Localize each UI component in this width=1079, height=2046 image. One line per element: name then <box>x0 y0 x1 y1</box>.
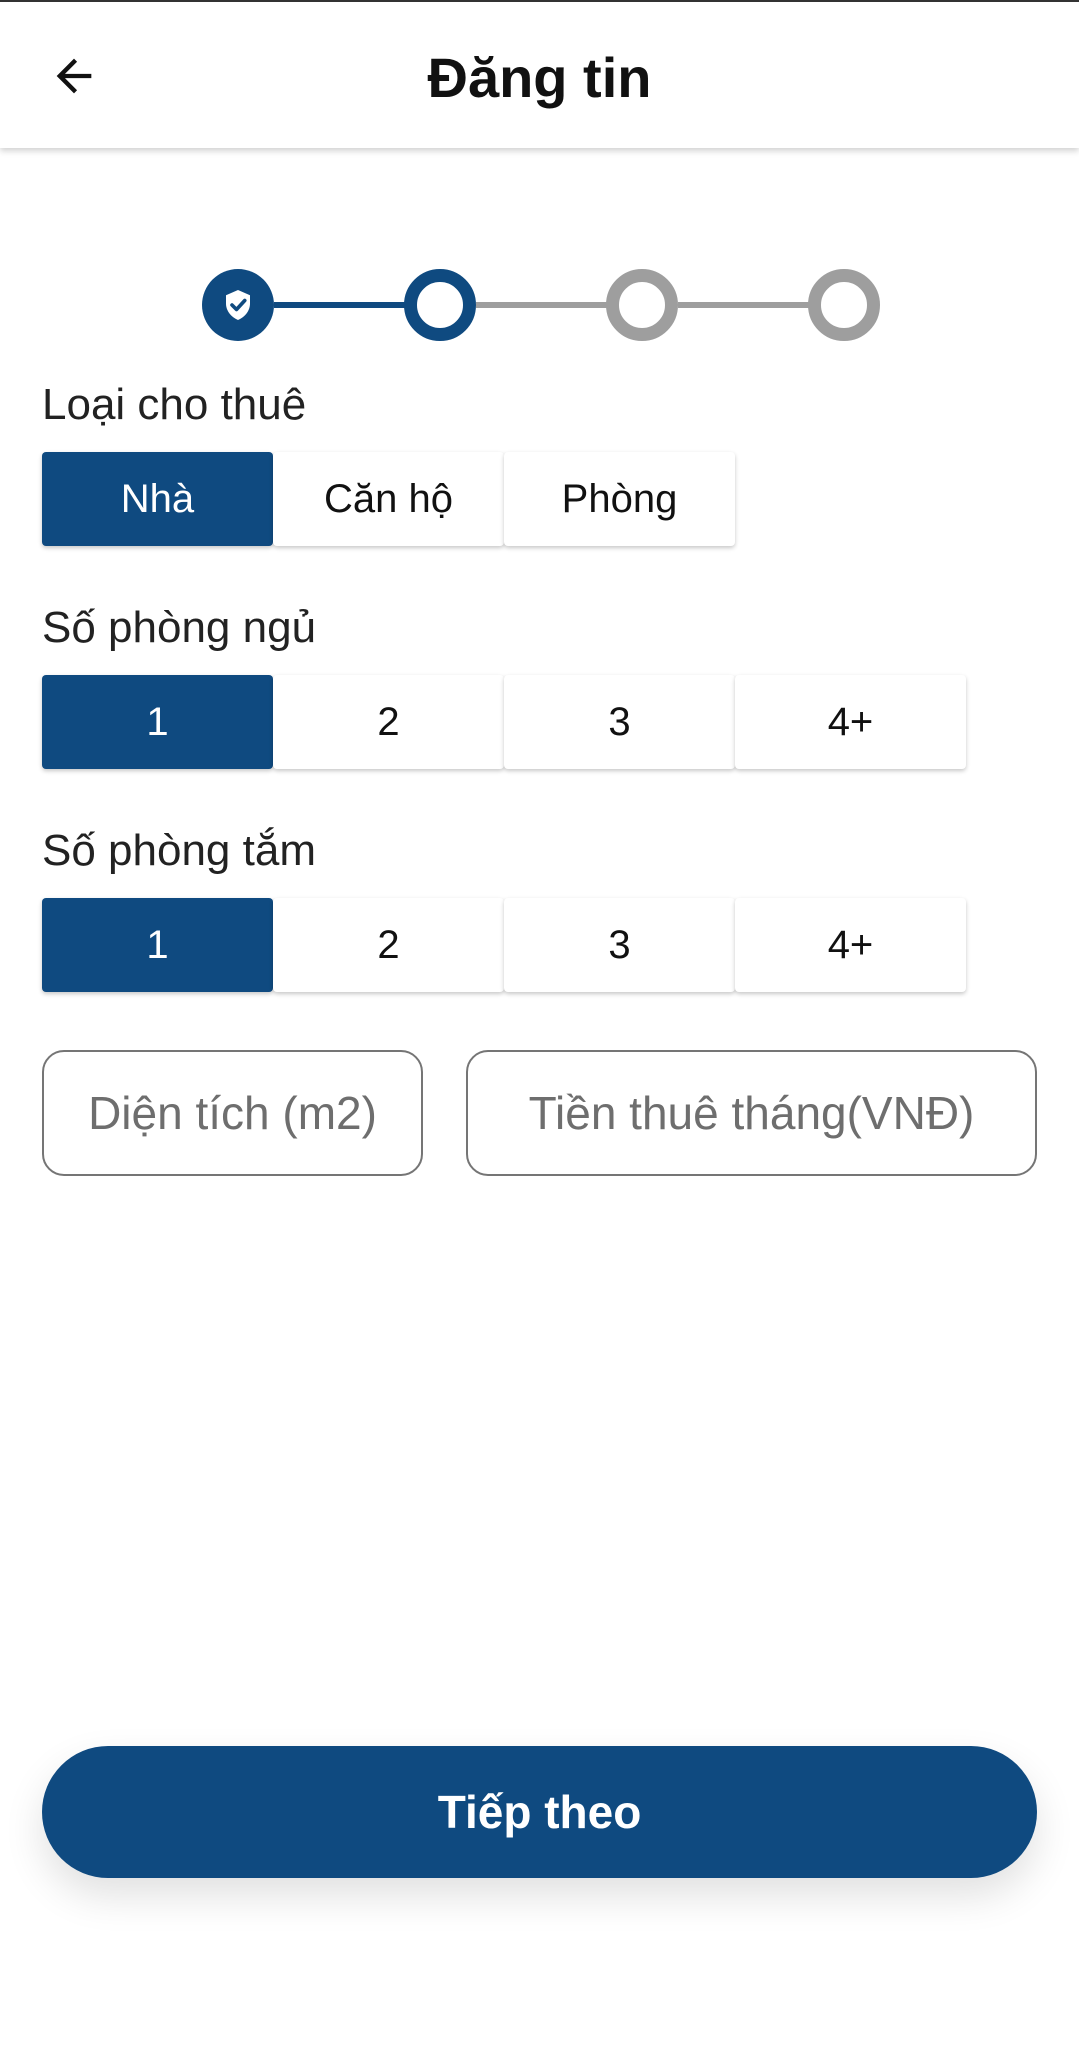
area-field <box>42 1050 423 1176</box>
shield-check-icon <box>220 287 256 323</box>
rental-type-label: Loại cho thuê <box>42 380 307 429</box>
area-input[interactable] <box>44 1052 421 1174</box>
back-button[interactable] <box>38 42 110 114</box>
step-3-pending <box>606 269 678 341</box>
app-bar: Đăng tin <box>0 0 1079 148</box>
bedrooms-label: Số phòng ngủ <box>42 603 317 652</box>
next-button[interactable]: Tiếp theo <box>42 1746 1037 1878</box>
step-2-current <box>404 269 476 341</box>
bedrooms-option-2[interactable]: 2 <box>273 675 504 769</box>
rental-type-option-can-ho[interactable]: Căn hộ <box>273 452 504 546</box>
rental-type-option-phong[interactable]: Phòng <box>504 452 735 546</box>
bedrooms-option-3[interactable]: 3 <box>504 675 735 769</box>
bathrooms-option-4plus[interactable]: 4+ <box>735 898 966 992</box>
step-connector-2 <box>476 302 608 308</box>
bathrooms-label: Số phòng tắm <box>42 826 316 875</box>
step-1-completed <box>202 269 274 341</box>
progress-stepper <box>0 264 1079 344</box>
bedrooms-option-4plus[interactable]: 4+ <box>735 675 966 769</box>
bedrooms-selector: 1 2 3 4+ <box>42 675 966 769</box>
rent-input[interactable] <box>468 1052 1035 1174</box>
step-connector-1 <box>274 302 406 308</box>
bathrooms-option-3[interactable]: 3 <box>504 898 735 992</box>
rent-field <box>466 1050 1037 1176</box>
bathrooms-option-2[interactable]: 2 <box>273 898 504 992</box>
bathrooms-option-1[interactable]: 1 <box>42 898 273 992</box>
page-title: Đăng tin <box>427 46 652 109</box>
rental-type-selector: Nhà Căn hộ Phòng <box>42 452 735 546</box>
bedrooms-option-1[interactable]: 1 <box>42 675 273 769</box>
arrow-left-icon <box>48 50 100 107</box>
rental-type-option-nha[interactable]: Nhà <box>42 452 273 546</box>
step-connector-3 <box>678 302 810 308</box>
bathrooms-selector: 1 2 3 4+ <box>42 898 966 992</box>
step-4-pending <box>808 269 880 341</box>
